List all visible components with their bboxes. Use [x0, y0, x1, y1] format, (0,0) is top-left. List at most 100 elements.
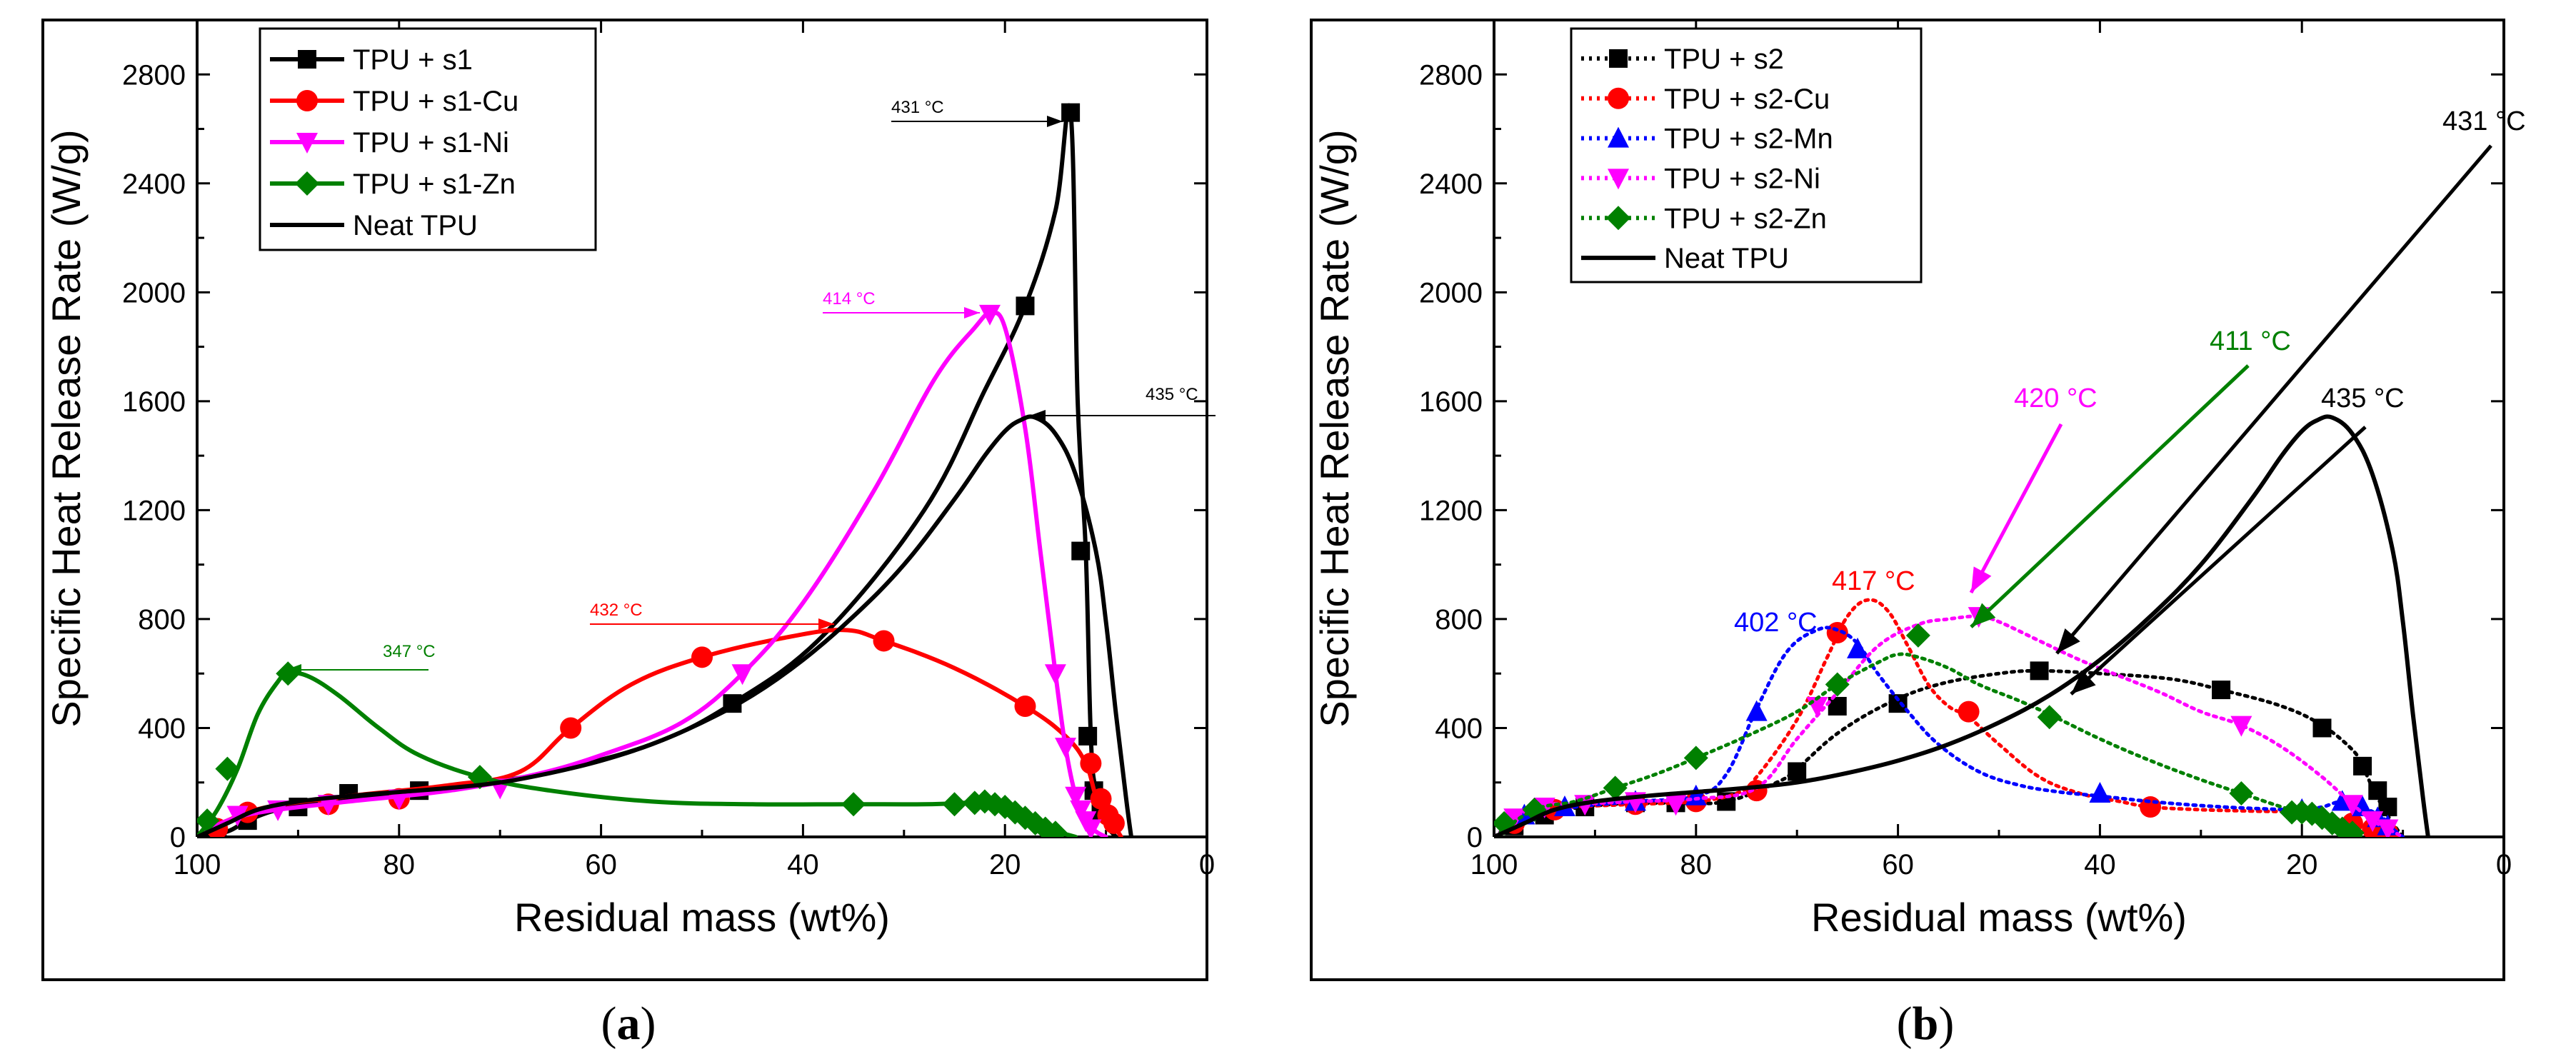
legend-swatch-marker [1609, 49, 1628, 68]
annotation-label: 411 °C [2210, 326, 2291, 356]
y-tick-label: 800 [138, 604, 186, 636]
chart-panel-a: 0 400 800 1200 1600 2000 2400 2800 100 80 60 40 20 0 R… [41, 19, 1216, 1050]
legend-entry-label: TPU + s2 [1664, 44, 1784, 75]
panel-frame [41, 19, 1208, 981]
data-point-tpu-s1-ni [1070, 800, 1092, 821]
data-point-tpu-s2-zn [1905, 623, 1930, 648]
data-point-tpu-s2 [2312, 718, 2332, 738]
data-point-tpu-s1-cu [1090, 788, 1112, 810]
legend-entry-label: TPU + s1-Cu [353, 86, 518, 117]
y-tick-label: 2800 [1419, 59, 1483, 91]
legend-box [1570, 27, 1923, 283]
data-point-tpu-s1-cu [1103, 812, 1125, 834]
data-point-tpu-s1-zn [197, 808, 220, 833]
x-tick-label: 100 [1470, 849, 1518, 880]
y-tick-label: 0 [1467, 822, 1483, 853]
y-tick-label: 1600 [122, 386, 186, 418]
data-point-tpu-s2-cu [1826, 622, 1848, 643]
annotation-arrowhead [2057, 628, 2080, 653]
data-point-tpu-s2 [2212, 681, 2231, 700]
data-point-tpu-s2-zn [2037, 705, 2062, 730]
data-point-tpu-s2-zn [1603, 776, 1628, 800]
data-point-tpu-s2 [1788, 762, 1807, 781]
y-tick-label: 2800 [122, 59, 186, 91]
data-point-tpu-s2 [2353, 756, 2372, 776]
annotation-arrow [2070, 426, 2367, 696]
data-point-tpu-s1-zn [942, 792, 967, 817]
panel-label: (b) [1897, 998, 1955, 1050]
x-tick-label: 40 [787, 849, 819, 880]
data-point-tpu-s1-cu [560, 717, 582, 739]
data-point-tpu-s2-cu [1958, 701, 1980, 723]
series-line-tpu-s2-zn [1494, 652, 2365, 837]
data-point-tpu-s1-ni [978, 304, 1001, 326]
annotation-arrowhead [1971, 566, 1992, 593]
legend-swatch-marker [1606, 206, 1630, 231]
legend-entry-label: TPU + s1-Zn [353, 169, 516, 200]
data-point-tpu-s1-ni [1080, 819, 1102, 837]
y-tick-label: 800 [1435, 604, 1483, 636]
data-point-tpu-s1-ni [1044, 664, 1066, 686]
annotation-arrowhead [1971, 603, 1996, 627]
x-tick-label: 0 [1199, 849, 1215, 880]
data-point-tpu-s2-ni [1665, 795, 1687, 816]
legend-swatch-marker [296, 133, 318, 154]
data-point-tpu-s1 [1061, 103, 1081, 122]
data-point-tpu-s2 [1828, 696, 1847, 716]
data-point-tpu-s1-cu [873, 630, 895, 652]
y-tick-label: 400 [138, 713, 186, 744]
data-point-tpu-s2-zn [2229, 781, 2254, 805]
x-tick-label: 20 [989, 849, 1021, 880]
y-tick-label: 1200 [122, 495, 186, 526]
data-point-tpu-s1-zn [841, 792, 866, 817]
annotation-label: 420 °C [2014, 383, 2098, 413]
data-point-tpu-s1-cu [691, 646, 713, 668]
annotation-arrowhead [2071, 670, 2096, 694]
data-point-tpu-s1-ni [1065, 786, 1087, 808]
data-point-tpu-s1-zn [215, 756, 240, 781]
y-tick-label: 1600 [1419, 386, 1483, 418]
panel-frame [1310, 19, 2505, 981]
x-tick-label: 100 [174, 849, 221, 880]
data-point-tpu-s2-ni [1503, 808, 1525, 830]
data-point-tpu-s2-cu [2140, 796, 2162, 818]
data-point-tpu-s1-ni [1055, 738, 1077, 759]
data-point-tpu-s1 [1016, 296, 1035, 316]
annotation-label: 347 °C [383, 642, 436, 661]
series-line-neat-tpu [197, 414, 1133, 837]
annotation-arrowhead [818, 618, 834, 630]
x-tick-label: 60 [585, 849, 617, 880]
annotation-arrowhead [286, 664, 301, 676]
annotation-label: 414 °C [823, 289, 876, 308]
y-tick-label: 2400 [1419, 169, 1483, 200]
legend-swatch-marker [298, 50, 316, 69]
chart-panel-b: 0 400 800 1200 1600 2000 2400 2800 100 80 60 40 20 0 R… [1310, 19, 2526, 1050]
y-axis-label: Specific Heat Release Rate (W/g) [44, 129, 89, 727]
data-point-tpu-s2-zn [1825, 672, 1850, 697]
legend-entry-label: TPU + s1 [353, 44, 473, 76]
y-tick-label: 400 [1435, 713, 1483, 744]
annotation-arrow [1969, 423, 2063, 594]
data-point-tpu-s2-zn [1494, 810, 1517, 835]
annotation-label: 431 °C [2442, 106, 2526, 136]
x-tick-label: 80 [384, 849, 416, 880]
plot-area [197, 103, 1133, 837]
x-axis-label: Residual mass (wt%) [1811, 895, 2187, 940]
data-point-tpu-s2-mn [2089, 781, 2111, 803]
panel-label: (a) [601, 998, 656, 1050]
y-tick-label: 2400 [122, 169, 186, 200]
y-tick-label: 2000 [1419, 277, 1483, 308]
data-point-tpu-s2 [2030, 661, 2049, 681]
series-line-tpu-s1-ni [197, 311, 1108, 837]
data-point-tpu-s1-ni [731, 664, 753, 686]
legend-swatch-marker [1608, 169, 1629, 190]
x-tick-label: 20 [2286, 849, 2318, 880]
data-point-tpu-s1-cu [1014, 695, 1036, 717]
x-tick-label: 0 [2496, 849, 2512, 880]
x-axis-label: Residual mass (wt%) [514, 895, 890, 940]
legend-entry-label: TPU + s2-Ni [1664, 163, 1820, 194]
data-point-tpu-s2-zn [2340, 820, 2365, 837]
annotation-label: 431 °C [891, 98, 944, 117]
y-tick-label: 1200 [1419, 495, 1483, 526]
data-point-tpu-s1-ni [388, 789, 410, 810]
